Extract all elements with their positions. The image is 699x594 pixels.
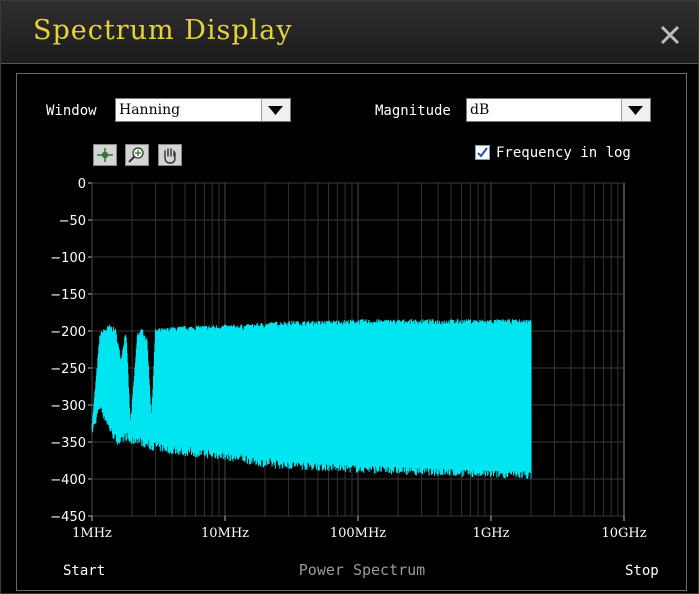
x-tick-label: 1MHz [72,526,112,541]
y-tick-label: −150 [50,288,86,303]
y-tick-label: −450 [50,510,86,525]
window-function-label: Window [46,103,97,119]
y-tick-label: −50 [59,214,86,229]
x-tick-label: 10GHz [601,526,646,541]
chevron-down-icon [621,99,650,121]
pan-tool-button[interactable] [158,144,182,166]
close-button[interactable] [656,21,684,49]
magnitude-select[interactable]: dB [466,98,651,122]
title-bar: Spectrum Display [1,1,698,64]
x-start-label: Start [63,563,105,579]
y-tick-label: −400 [50,473,86,488]
y-tick-label: −200 [50,325,86,340]
plot-panel [16,73,687,591]
frequency-log-checkbox[interactable] [475,145,490,160]
x-stop-label: Stop [625,563,659,579]
magnitude-value: dB [470,102,490,118]
window-function-value: Hanning [119,102,181,118]
spectrum-trace [91,319,532,479]
crosshair-tool-button[interactable] [93,144,117,166]
y-tick-label: −100 [50,251,86,266]
y-tick-label: −250 [50,362,86,377]
magnitude-label: Magnitude [375,103,451,119]
zoom-icon [128,147,144,163]
pan-hand-icon [164,148,176,164]
y-tick-label: 0 [78,177,86,192]
close-icon [660,25,680,45]
frequency-log-label: Frequency in log [496,145,631,161]
x-tick-label: 10MHz [201,526,249,541]
window-title: Spectrum Display [33,15,293,46]
x-tick-label: 1GHz [473,526,510,541]
y-tick-label: −350 [50,436,86,451]
x-tick-label: 100MHz [330,526,386,541]
zoom-tool-button[interactable] [125,144,149,166]
x-axis-labels: 1MHz 10MHz 100MHz 1GHz 10GHz [72,516,647,541]
checkmark-icon [477,147,488,158]
crosshair-icon [97,148,113,162]
y-tick-label: −300 [50,399,86,414]
window-function-select[interactable]: Hanning [115,98,291,122]
chevron-down-icon [261,99,290,121]
y-axis-labels: 0 −50 −100 −150 −200 −250 −300 −350 −400 −450 [50,177,86,525]
x-axis-title: Power Spectrum [299,561,425,579]
